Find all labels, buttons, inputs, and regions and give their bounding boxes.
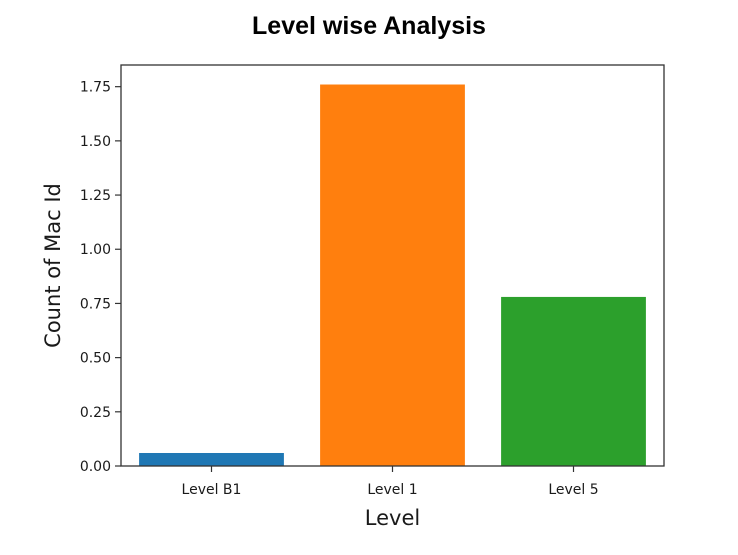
chart-title: Level wise Analysis bbox=[252, 12, 486, 40]
y-tick-label: 1.25 bbox=[80, 188, 111, 204]
x-axis-ticks: Level B1 Level 1 Level 5 bbox=[182, 466, 599, 498]
bars-group bbox=[139, 84, 646, 466]
y-tick-label: 0.50 bbox=[80, 351, 111, 367]
bar-level-1 bbox=[320, 84, 465, 466]
y-tick-label: 0.25 bbox=[80, 405, 111, 421]
y-tick-label: 1.50 bbox=[80, 134, 111, 150]
bar-level-5 bbox=[501, 296, 646, 466]
x-tick-label: Level 1 bbox=[367, 482, 417, 498]
y-tick-label: 1.75 bbox=[80, 80, 111, 96]
bar-level-b1 bbox=[139, 452, 284, 466]
plot-frame bbox=[120, 64, 665, 467]
y-axis-label: Count of Mac Id bbox=[41, 183, 65, 348]
y-tick-label: 1.00 bbox=[80, 242, 111, 258]
y-axis-ticks: 0.00 0.25 0.50 0.75 1.00 1.25 1.50 1.75 bbox=[80, 80, 121, 475]
x-tick-label: Level 5 bbox=[548, 482, 598, 498]
y-tick-label: 0.75 bbox=[80, 296, 111, 312]
y-tick-label: 0.00 bbox=[80, 459, 111, 475]
x-axis-label: Level bbox=[365, 506, 420, 530]
x-tick-label: Level B1 bbox=[182, 482, 242, 498]
